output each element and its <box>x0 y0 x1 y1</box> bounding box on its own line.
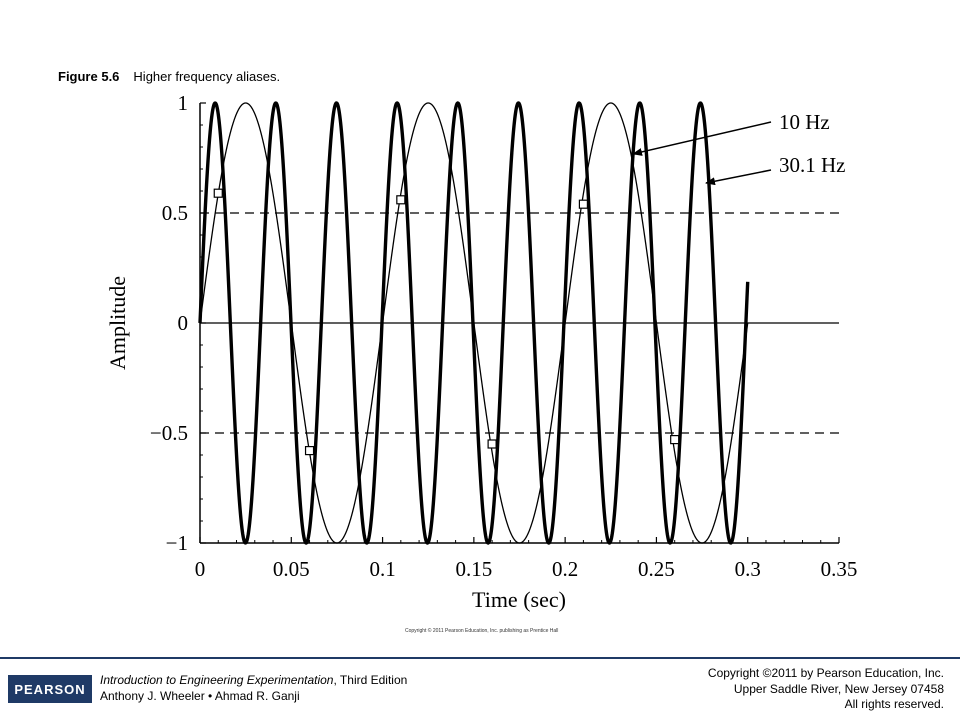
aliasing-chart: 0 0.05 0.1 0.15 0.2 0.25 0.3 0.35 1 0.5 0 −0.5 −1 10… <box>105 91 857 612</box>
tick-labels: 0 0.05 0.1 0.15 0.2 0.25 0.3 0.35 1 0.5 0 −0.5 −1 <box>150 91 857 581</box>
legend-callouts: 10 Hz 30.1 Hz <box>632 110 846 186</box>
x-tick-label: 0.05 <box>273 557 310 581</box>
sample-point <box>487 439 497 449</box>
y-tick-label: −0.5 <box>150 421 188 445</box>
sample-point <box>304 446 315 456</box>
legend-arrow <box>632 121 772 156</box>
series-lines <box>198 101 750 545</box>
sample-point <box>670 435 680 445</box>
legend-label-10hz: 10 Hz <box>779 110 830 134</box>
sample-point <box>396 195 406 205</box>
y-tick-label: −1 <box>166 531 188 555</box>
x-tick-label: 0.2 <box>552 557 578 581</box>
y-axis-label: Amplitude <box>105 276 130 370</box>
sample-point <box>578 199 589 209</box>
x-axis-label: Time (sec) <box>472 587 566 612</box>
book-title: Introduction to Engineering Experimentat… <box>100 673 334 687</box>
book-authors: Anthony J. Wheeler • Ahmad R. Ganji <box>100 689 300 703</box>
x-tick-label: 0.3 <box>735 557 761 581</box>
publisher-copyright: Copyright ©2011 by Pearson Education, In… <box>708 666 944 713</box>
footer-divider <box>0 657 960 659</box>
x-tick-label: 0.15 <box>455 557 492 581</box>
copyright-line-2: Upper Saddle River, New Jersey 07458 <box>733 681 944 696</box>
y-tick-label: 0 <box>178 311 189 335</box>
copyright-line-3: All rights reserved. <box>844 697 944 711</box>
legend-arrow <box>705 169 772 186</box>
x-tick-label: 0.1 <box>369 557 395 581</box>
copyright-line-1: Copyright ©2011 by Pearson Education, In… <box>707 666 944 680</box>
y-tick-label: 0.5 <box>162 201 188 225</box>
x-tick-label: 0.35 <box>821 557 858 581</box>
sample-points <box>213 188 680 456</box>
y-tick-label: 1 <box>178 91 189 115</box>
x-tick-label: 0.25 <box>638 557 675 581</box>
figure-caption: Figure 5.6 Higher frequency aliases. <box>58 69 280 84</box>
sample-point <box>213 188 223 198</box>
figure-copyright: Copyright © 2011 Pearson Education, Inc.… <box>405 628 559 634</box>
series-line-30hz <box>198 101 750 545</box>
figure-caption-text: Higher frequency aliases. <box>133 69 281 84</box>
legend-label-30hz: 30.1 Hz <box>779 153 846 177</box>
figure-label: Figure 5.6 <box>58 69 120 84</box>
book-edition: , Third Edition <box>333 673 408 687</box>
x-tick-label: 0 <box>195 557 206 581</box>
pearson-logo: PEARSON <box>8 675 92 703</box>
book-info: Introduction to Engineering Experimentat… <box>100 672 407 704</box>
